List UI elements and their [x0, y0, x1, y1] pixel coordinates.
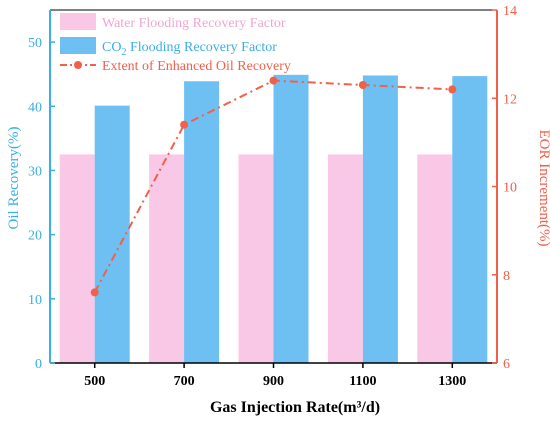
- eor-point-500: [90, 288, 99, 297]
- y-right-tick-label-14: 14: [503, 4, 517, 19]
- y-right-tick-label-10: 10: [503, 181, 517, 196]
- bar-co2-1100: [362, 75, 398, 363]
- x-tick-label-1300: 1300: [438, 374, 466, 389]
- bar-water-500: [59, 154, 95, 363]
- legend-co2-subscript: 2: [121, 47, 126, 58]
- eor-point-700: [180, 120, 189, 129]
- x-tick-label-500: 500: [84, 374, 105, 389]
- line-layer: [90, 76, 457, 297]
- y-right-tick-label-8: 8: [503, 269, 510, 284]
- legend-co2-suffix: Flooding Recovery Factor: [126, 40, 277, 55]
- y-axis-right-title: EOR Increment(%): [536, 129, 550, 246]
- bar-co2-1300: [452, 76, 488, 363]
- y-left-tick-label-40: 40: [28, 100, 42, 115]
- y-left-tick-label-0: 0: [35, 357, 42, 372]
- x-tick-label-900: 900: [263, 374, 284, 389]
- legend-co2-prefix: CO: [102, 40, 121, 55]
- bar-water-1300: [417, 154, 453, 363]
- legend: Water Flooding Recovery Factor CO2 Flood…: [60, 13, 291, 74]
- x-tick-label-700: 700: [174, 374, 195, 389]
- bar-co2-900: [273, 74, 309, 363]
- eor-point-1100: [358, 81, 367, 90]
- axes-layer: 0 10 20 30 40 50 6 8 10 12 14 500 700 900 1100 1300: [28, 4, 517, 389]
- legend-swatch-co2: [60, 37, 96, 54]
- bar-co2-500: [94, 105, 130, 363]
- y-right-tick-label-12: 12: [503, 92, 517, 107]
- eor-point-1300: [448, 85, 457, 94]
- y-left-tick-label-10: 10: [28, 293, 42, 308]
- bars-layer: [59, 74, 488, 363]
- bar-water-1100: [327, 154, 363, 363]
- y-left-tick-label-20: 20: [28, 229, 42, 244]
- x-axis-title: Gas Injection Rate(m³/d): [210, 399, 380, 416]
- bar-water-700: [149, 154, 185, 363]
- y-right-tick-label-6: 6: [503, 357, 510, 372]
- y-axis-left-title: Oil Recovery(%): [6, 127, 22, 230]
- x-tick-label-1100: 1100: [349, 374, 376, 389]
- y-left-tick-label-30: 30: [28, 164, 42, 179]
- legend-label-eor: Extent of Enhanced Oil Recovery: [102, 59, 291, 74]
- bar-water-900: [238, 154, 274, 363]
- legend-swatch-water: [60, 13, 96, 30]
- eor-point-900: [269, 76, 278, 85]
- legend-label-water: Water Flooding Recovery Factor: [102, 16, 286, 31]
- bar-co2-700: [184, 81, 220, 363]
- legend-swatch-marker: [74, 61, 82, 69]
- y-left-tick-label-50: 50: [28, 36, 42, 51]
- legend-label-co2: CO2 Flooding Recovery Factor: [102, 40, 277, 58]
